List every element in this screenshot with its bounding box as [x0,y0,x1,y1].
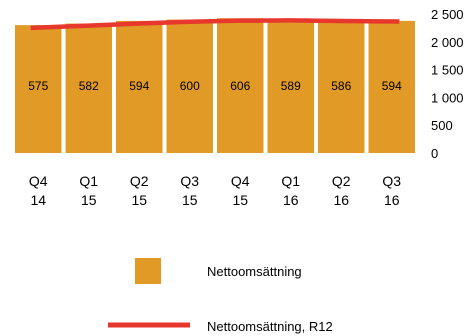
bar [318,22,365,154]
bar [116,20,163,153]
y-tick-label: 1 000 [431,90,464,105]
legend: Nettoomsättning Nettoomsättning, R12 [108,258,333,334]
bar-value-label: 582 [79,79,99,93]
x-tick-label-year: 16 [283,192,299,208]
bar-value-label: 600 [180,79,200,93]
bar [368,20,415,153]
legend-bar-label: Nettoomsättning [207,264,302,279]
x-tick-label-quarter: Q1 [281,173,300,189]
bar-value-label: 594 [382,79,402,93]
y-tick-label: 0 [431,146,438,161]
bar [166,19,213,154]
x-tick-label-year: 16 [333,192,349,208]
x-axis: Q4 14 Q1 15 Q2 15 Q3 15 Q4 15 Q1 16 Q2 16 Q3 16 [29,173,401,208]
x-tick-label-quarter: Q2 [130,173,149,189]
bar-group [15,18,415,154]
legend-line-label: Nettoomsättning, R12 [207,319,333,334]
bar [15,25,62,153]
x-tick-label-quarter: Q1 [79,173,98,189]
y-tick-label: 2 500 [431,7,464,22]
legend-bar-swatch [135,258,161,284]
x-tick-label-year: 16 [384,192,400,208]
x-tick-label-quarter: Q4 [231,173,250,189]
r12-line [30,18,400,31]
x-tick-label-year: 15 [81,192,97,208]
y-axis: 0 500 1 000 1 500 2 000 2 500 [431,7,464,161]
bar-value-label: 589 [281,79,301,93]
bar-value-label: 594 [129,79,149,93]
x-tick-label-year: 15 [131,192,147,208]
line-series-group [30,18,400,31]
bar-value-label: 575 [28,79,48,93]
bar [217,18,264,154]
y-tick-label: 2 000 [431,35,464,50]
x-tick-label-quarter: Q3 [180,173,199,189]
y-tick-label: 500 [431,118,453,133]
bar-value-label: 586 [331,79,351,93]
x-tick-label-quarter: Q2 [332,173,351,189]
x-tick-label-year: 15 [232,192,248,208]
y-tick-label: 1 500 [431,63,464,78]
x-tick-label-year: 14 [30,192,46,208]
bar-label-group: 575 582 594 600 606 589 586 594 [28,79,402,93]
bar-value-label: 606 [230,79,250,93]
x-tick-label-quarter: Q4 [29,173,48,189]
bar [267,22,314,154]
bar [65,23,112,154]
x-tick-label-quarter: Q3 [382,173,401,189]
x-tick-label-year: 15 [182,192,198,208]
